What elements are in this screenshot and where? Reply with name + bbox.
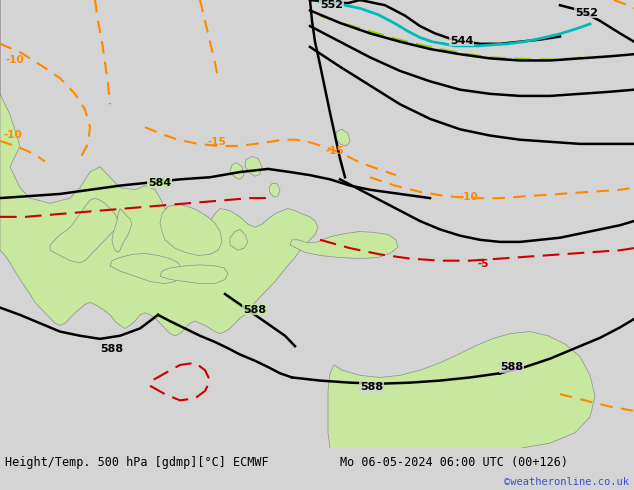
Polygon shape [0, 0, 318, 336]
Polygon shape [335, 129, 350, 146]
Text: -10: -10 [460, 192, 479, 202]
Text: 552: 552 [320, 0, 343, 10]
Polygon shape [110, 253, 182, 284]
Polygon shape [160, 204, 222, 255]
Text: -10: -10 [3, 130, 22, 140]
Polygon shape [50, 198, 118, 263]
Polygon shape [230, 229, 248, 250]
Polygon shape [160, 265, 228, 284]
Text: 544: 544 [450, 36, 474, 46]
Text: 552: 552 [575, 8, 598, 18]
Polygon shape [328, 332, 595, 448]
Text: ©weatheronline.co.uk: ©weatheronline.co.uk [504, 477, 629, 487]
Text: -5: -5 [478, 259, 489, 269]
Polygon shape [230, 163, 244, 179]
Text: 588: 588 [500, 362, 523, 372]
Text: Mo 06-05-2024 06:00 UTC (00+126): Mo 06-05-2024 06:00 UTC (00+126) [340, 456, 568, 469]
Polygon shape [112, 209, 132, 252]
Text: Height/Temp. 500 hPa [gdmp][°C] ECMWF: Height/Temp. 500 hPa [gdmp][°C] ECMWF [5, 456, 269, 469]
Polygon shape [290, 231, 398, 259]
Text: 588: 588 [100, 344, 123, 354]
Polygon shape [245, 156, 262, 176]
Text: -15: -15 [207, 137, 226, 147]
Polygon shape [269, 184, 280, 197]
Text: 584: 584 [148, 177, 171, 188]
Text: -10: -10 [5, 54, 23, 65]
Text: 588: 588 [360, 382, 383, 392]
Text: -15: -15 [325, 147, 344, 156]
Text: 588: 588 [243, 305, 266, 315]
